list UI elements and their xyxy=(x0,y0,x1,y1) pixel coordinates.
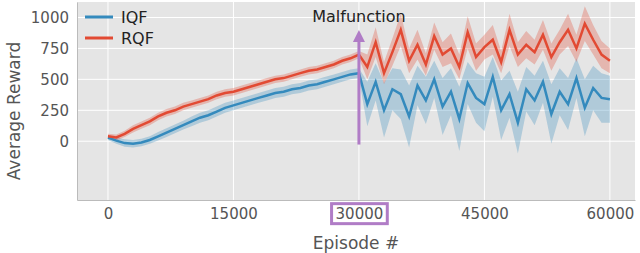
series-group xyxy=(108,6,610,153)
tick-label: 45000 xyxy=(461,205,509,223)
tick-label: 0 xyxy=(104,205,114,223)
tick: 0 xyxy=(59,133,77,151)
annotation-arrow xyxy=(357,40,360,145)
x-axis: 0 15000 30000 45000 60000 xyxy=(78,200,636,224)
tick: 750 xyxy=(40,40,77,58)
grid-line-x xyxy=(107,2,108,200)
tick: 15000 xyxy=(210,200,258,223)
tick: 30000 xyxy=(332,200,388,224)
tick: 500 xyxy=(40,71,77,89)
tick-label: 0 xyxy=(59,133,69,151)
annotation: Malfunction xyxy=(312,7,405,145)
tick: 250 xyxy=(40,102,77,120)
grid xyxy=(77,2,635,200)
axis-line xyxy=(77,3,78,201)
legend: IQF RQF xyxy=(85,8,154,48)
legend-swatch xyxy=(85,16,113,19)
legend-item: IQF xyxy=(85,8,148,27)
annotation-arrow-head xyxy=(353,30,365,42)
grid-line-y xyxy=(77,79,635,80)
tick: 45000 xyxy=(461,200,509,223)
tick-label: 250 xyxy=(40,102,69,120)
tick: 1000 xyxy=(31,9,77,27)
annotation-text: Malfunction xyxy=(312,7,405,26)
legend-label: IQF xyxy=(121,8,148,27)
chart: 0 15000 30000 45000 60000 0 250 500 750 1000 Malfu… xyxy=(0,0,640,253)
axis-line xyxy=(78,200,636,201)
tick: 0 xyxy=(104,200,114,223)
y-axis: 0 250 500 750 1000 xyxy=(31,3,78,201)
plot-background xyxy=(77,2,635,200)
tick-highlight xyxy=(332,204,388,224)
y-axis-title: Average Reward xyxy=(4,42,24,181)
legend-label: RQF xyxy=(121,29,154,48)
tick-label: 1000 xyxy=(31,9,69,27)
tick-label: 750 xyxy=(40,40,69,58)
tick-label: 60000 xyxy=(587,205,635,223)
legend-item: RQF xyxy=(85,29,154,48)
plot: 0 15000 30000 45000 60000 0 250 500 750 1000 Malfu… xyxy=(31,2,636,224)
tick-label: 15000 xyxy=(210,205,258,223)
legend-swatch xyxy=(85,37,113,40)
tick-label: 500 xyxy=(40,71,69,89)
tick: 60000 xyxy=(587,200,635,223)
x-axis-title: Episode # xyxy=(313,233,399,253)
tick-label: 30000 xyxy=(336,205,384,223)
